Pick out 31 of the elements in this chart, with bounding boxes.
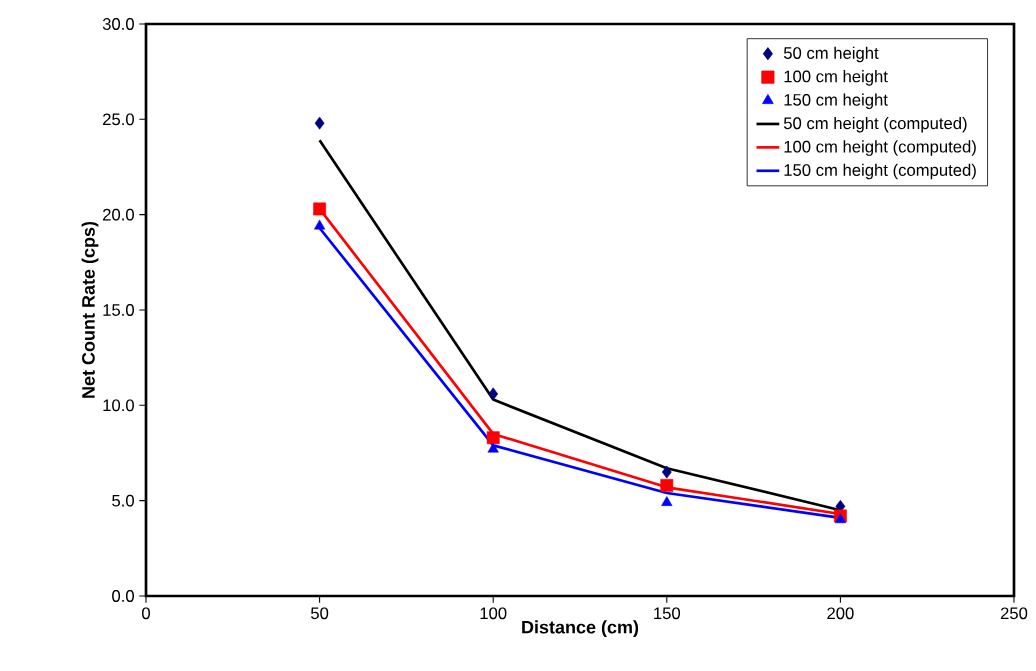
legend-label: 50 cm height — [783, 46, 879, 63]
point — [488, 387, 499, 401]
x-axis-title: Distance (cm) — [522, 620, 639, 638]
y-tick-label: 20.0 — [103, 208, 134, 221]
y-tick-label: 0.0 — [112, 590, 134, 602]
point — [834, 513, 846, 524]
y-tick-label: 10.0 — [103, 399, 134, 412]
point — [486, 431, 500, 445]
y-tick-label: 5.0 — [112, 494, 134, 507]
legend-label: 50 cm height (computed) — [783, 116, 967, 133]
legend-label: 100 cm height — [784, 70, 888, 86]
x-tick-label: 200 — [827, 607, 854, 620]
y-axis-title: Net Count Rate (cps) — [81, 221, 99, 398]
y-tick-label: 30.0 — [102, 18, 134, 30]
x-tick-label: 50 — [311, 607, 329, 620]
point — [660, 479, 674, 492]
point — [314, 116, 325, 130]
x-tick-label: 150 — [654, 607, 681, 620]
point — [661, 465, 672, 479]
x-tick-label: 100 — [480, 607, 507, 620]
point — [313, 202, 327, 216]
point — [314, 219, 326, 230]
y-tick-label: 15.0 — [103, 304, 134, 316]
legend-label: 100 cm height (computed) — [784, 140, 976, 156]
point — [661, 496, 673, 506]
legend-label: 150 cm height (computed) — [784, 163, 976, 180]
x-tick-label: 0 — [142, 607, 150, 620]
point — [487, 442, 499, 453]
x-tick-label: 250 — [1000, 607, 1028, 620]
legend-label: 150 cm height — [784, 93, 888, 110]
y-tick-label: 25.0 — [103, 113, 134, 126]
